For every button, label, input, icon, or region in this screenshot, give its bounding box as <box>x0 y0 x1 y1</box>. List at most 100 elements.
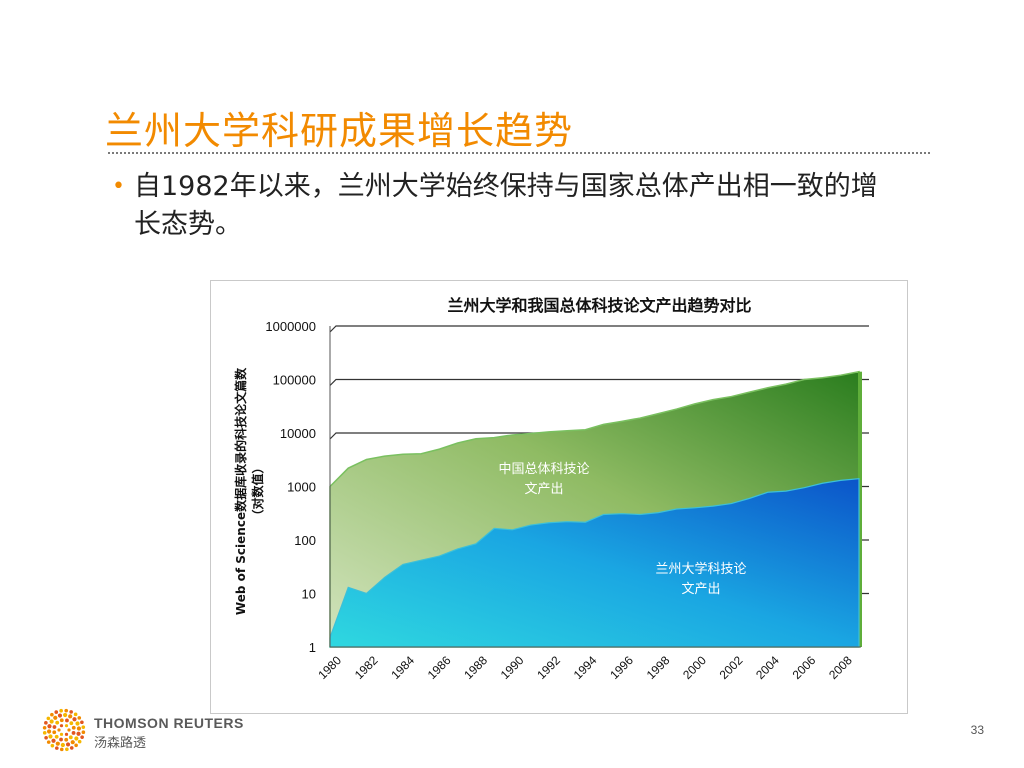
logo-dot <box>60 742 65 748</box>
x-tick-label: 1994 <box>571 653 600 682</box>
y-tick-label: 100 <box>294 533 316 548</box>
logo-dot <box>53 715 58 720</box>
logo-dot <box>74 736 79 741</box>
logo-dot <box>72 717 77 722</box>
logo-dot <box>76 731 81 736</box>
logo-dot <box>55 720 60 725</box>
logo-dot <box>59 708 63 713</box>
logo-dot <box>70 740 75 745</box>
series-label-china: 中国总体科技论文产出 <box>498 462 589 497</box>
logo-dot <box>52 725 57 729</box>
logo-dot <box>57 713 63 718</box>
logo-dot <box>50 712 54 717</box>
y-tick-label: 1000000 <box>265 319 316 334</box>
logo-dot <box>42 725 47 730</box>
logo-dot <box>55 741 60 746</box>
logo-dot <box>64 724 69 728</box>
logo-dot <box>65 747 69 752</box>
logo-dot <box>69 721 74 726</box>
logo-dot <box>81 730 86 735</box>
logo-name-en: THOMSON REUTERS <box>94 715 244 731</box>
logo-dot <box>68 735 73 740</box>
logo-dot <box>67 728 71 732</box>
logo-dot <box>59 747 64 752</box>
y-tick-label: 10000 <box>280 426 316 441</box>
logo-dot <box>76 726 82 731</box>
y-axis-label: Web of Science数据库收录的科技论文篇数 （对数值） <box>233 367 265 615</box>
chart-frame: 兰州大学和我国总体科技论文产出趋势对比 1 10 100 1000 10000 100000… <box>210 280 908 714</box>
logo-dot <box>59 737 63 742</box>
x-tick-label: 2006 <box>790 653 819 682</box>
logo-dot <box>46 729 52 734</box>
logo-dot <box>57 728 61 732</box>
x-tick-label: 1984 <box>388 653 417 682</box>
logo-dot <box>52 730 57 735</box>
thomson-reuters-logo: THOMSON REUTERS 汤森路透 <box>42 708 244 752</box>
x-tick-label: 2000 <box>680 653 709 682</box>
series-area-lzu <box>329 478 860 648</box>
logo-dot <box>64 737 69 742</box>
gridline <box>329 325 869 333</box>
logo-dot <box>65 718 69 723</box>
x-tick-label: 1996 <box>607 653 636 682</box>
x-tick-label: 1988 <box>461 653 490 682</box>
logo-dot <box>65 742 71 747</box>
logo-name-cn: 汤森路透 <box>94 736 147 751</box>
x-tick-label: 1998 <box>644 653 673 682</box>
y-tick-label: 1 <box>309 640 316 655</box>
logo-dot <box>64 708 69 713</box>
logo-dot <box>47 724 52 729</box>
logo-dot <box>59 724 64 728</box>
logo-dot <box>74 743 78 748</box>
logo-dot <box>55 746 59 750</box>
logo-dot <box>73 712 78 717</box>
logo-dot <box>71 725 76 730</box>
logo-dot <box>68 714 73 719</box>
bullet-marker: • <box>112 174 125 199</box>
title-divider <box>108 152 930 154</box>
logo-dot <box>46 716 51 721</box>
slide-title: 兰州大学科研成果增长趋势 <box>105 109 574 153</box>
logo-dot <box>46 740 51 744</box>
area-chart: 兰州大学和我国总体科技论文产出趋势对比 1 10 100 1000 10000 100000… <box>233 296 869 682</box>
logo-dot <box>63 712 68 718</box>
logo-dot <box>75 721 80 726</box>
logo-dot <box>69 710 73 714</box>
x-tick-label: 1980 <box>315 653 344 682</box>
chart-title: 兰州大学和我国总体科技论文产出趋势对比 <box>447 296 751 315</box>
thomson-reuters-logo-icon <box>42 708 86 752</box>
logo-dot <box>49 719 54 724</box>
series-label-lzu: 兰州大学科技论文产出 <box>655 561 746 597</box>
x-tick-label: 1992 <box>534 653 563 682</box>
y-tick-label: 100000 <box>273 373 316 388</box>
logo-dot <box>42 731 47 735</box>
logo-dot <box>54 710 59 714</box>
x-tick-label: 1990 <box>498 653 527 682</box>
logo-dot <box>44 735 48 740</box>
logo-dot <box>80 720 84 725</box>
logo-dot <box>71 731 76 735</box>
x-tick-label: 2008 <box>826 653 855 682</box>
x-tick-label: 2004 <box>753 653 782 682</box>
logo-dot <box>69 746 74 750</box>
logo-dot <box>59 718 64 723</box>
y-tick-label: 1000 <box>287 480 316 495</box>
x-tick-label: 1986 <box>425 653 454 682</box>
logo-dot <box>77 739 82 744</box>
logo-dot <box>77 716 82 720</box>
bullet-point: • 自1982年以来，兰州大学始终保持与国家总体产出相一致的增长态势。 <box>112 168 912 244</box>
y-tick-label: 10 <box>302 587 316 602</box>
logo-dot <box>64 732 69 736</box>
logo-dot <box>51 738 56 743</box>
gridline <box>329 378 869 386</box>
logo-dot <box>59 732 64 736</box>
series-edge-china <box>858 371 862 647</box>
logo-dot <box>50 743 55 748</box>
logo-dot <box>81 725 86 729</box>
logo-dot <box>80 735 84 739</box>
x-tick-label: 1982 <box>352 653 381 682</box>
bullet-text: 自1982年以来，兰州大学始终保持与国家总体产出相一致的增长态势。 <box>134 171 878 240</box>
logo-dot <box>54 734 59 739</box>
logo-dot <box>44 721 48 725</box>
x-tick-label: 2002 <box>717 653 746 682</box>
